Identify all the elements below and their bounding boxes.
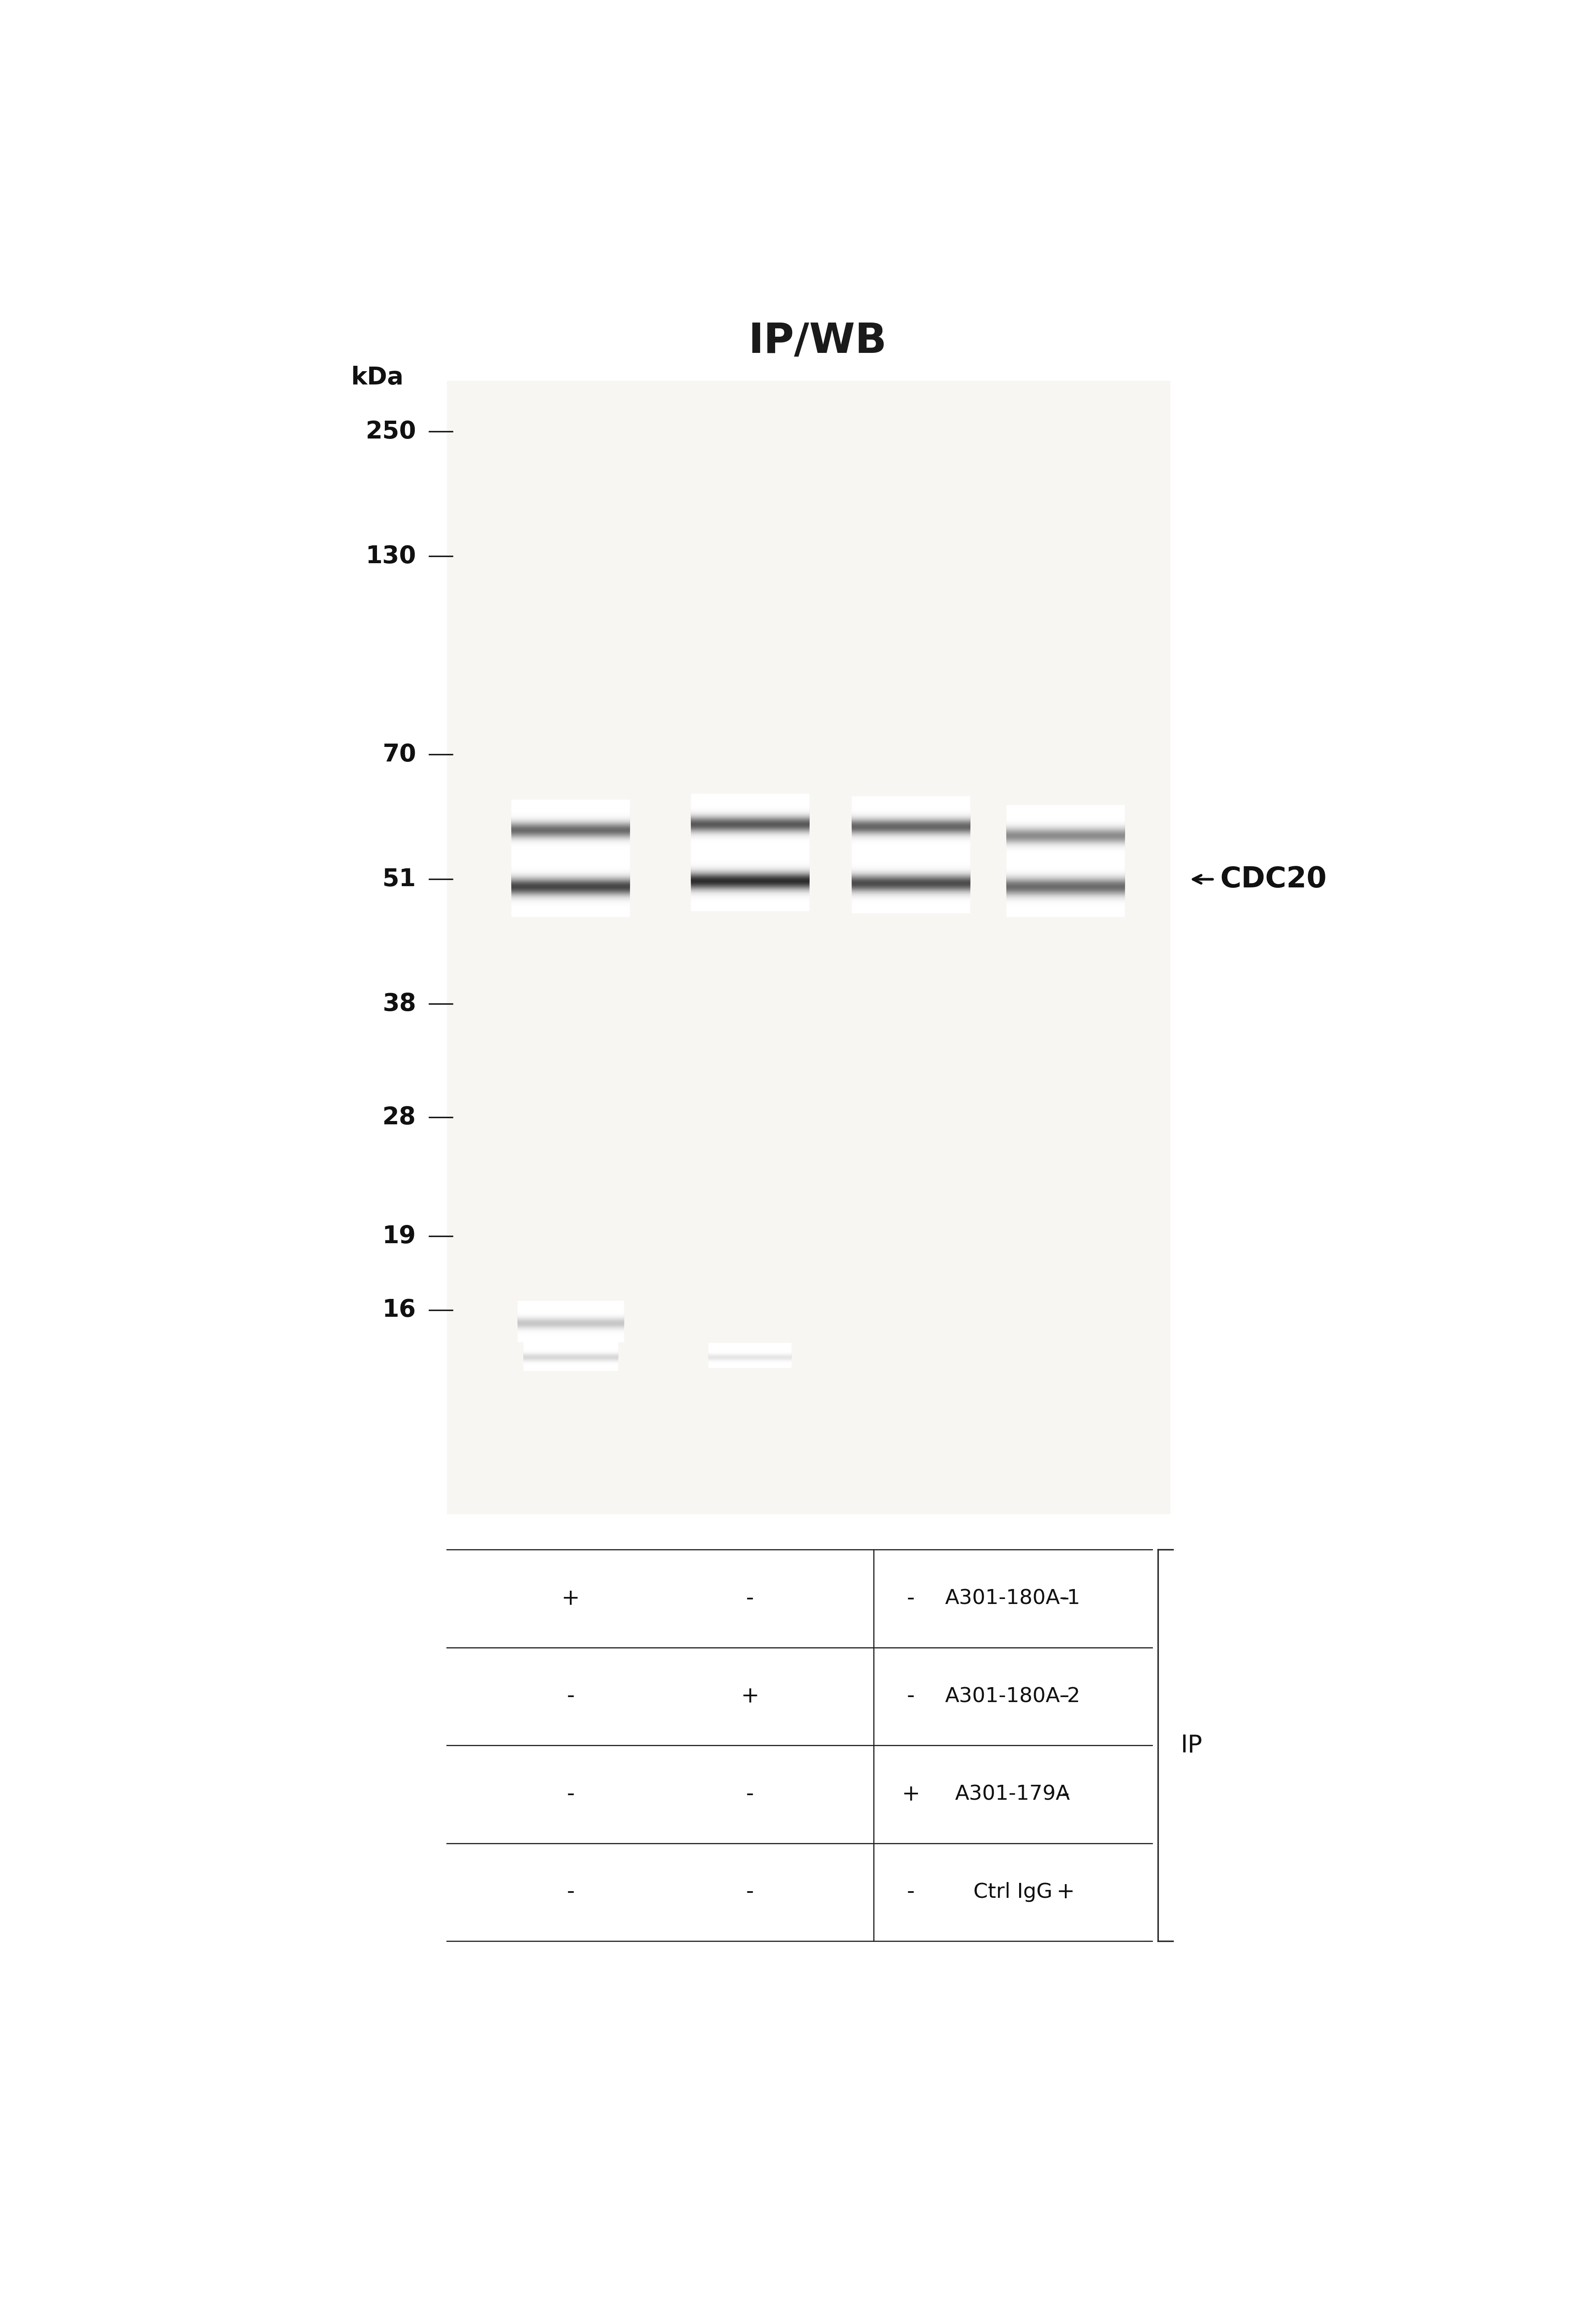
Text: -: - (1061, 1588, 1069, 1608)
Bar (447, 381, 1170, 1514)
Text: +: + (902, 1784, 919, 1805)
Text: -: - (1061, 1784, 1069, 1805)
Text: CDC20: CDC20 (1219, 864, 1326, 894)
Text: -: - (567, 1784, 575, 1805)
Text: -: - (745, 1784, 753, 1805)
Text: -: - (745, 1588, 753, 1608)
Text: -: - (745, 1881, 753, 1902)
Text: IP: IP (1181, 1733, 1202, 1756)
Text: A301-180A-1: A301-180A-1 (945, 1588, 1080, 1608)
Text: 19: 19 (381, 1225, 417, 1248)
Text: 28: 28 (381, 1105, 417, 1130)
Text: +: + (562, 1588, 579, 1608)
Text: 250: 250 (365, 421, 417, 444)
Text: kDa: kDa (351, 365, 404, 391)
Text: +: + (741, 1685, 760, 1708)
Text: 16: 16 (381, 1299, 417, 1322)
Text: -: - (907, 1588, 915, 1608)
Text: -: - (907, 1881, 915, 1902)
Text: -: - (1061, 1685, 1069, 1708)
Text: -: - (907, 1685, 915, 1708)
Text: IP/WB: IP/WB (749, 321, 887, 361)
Text: -: - (567, 1685, 575, 1708)
Text: 51: 51 (381, 867, 417, 892)
Text: 130: 130 (365, 545, 417, 569)
Text: 70: 70 (381, 742, 417, 767)
Text: 38: 38 (381, 991, 417, 1017)
Text: -: - (567, 1881, 575, 1902)
Text: A301-180A-2: A301-180A-2 (945, 1687, 1080, 1706)
Text: Ctrl IgG: Ctrl IgG (974, 1881, 1052, 1902)
Text: +: + (1057, 1881, 1074, 1902)
Text: A301-179A: A301-179A (954, 1784, 1071, 1805)
